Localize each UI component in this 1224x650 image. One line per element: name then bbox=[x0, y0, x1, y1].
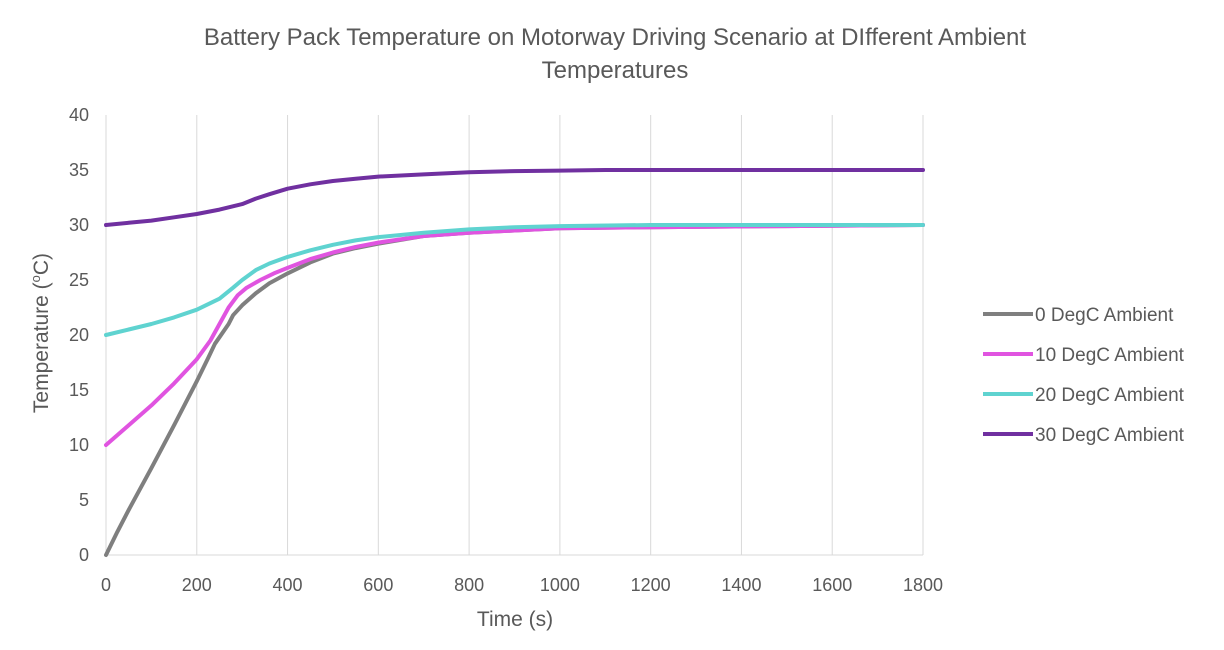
series-lines bbox=[104, 168, 925, 557]
x-tick-label: 400 bbox=[273, 575, 303, 595]
y-axis-title: Temperature (oC) bbox=[28, 253, 53, 413]
x-tick-label: 600 bbox=[363, 575, 393, 595]
gridlines bbox=[196, 115, 924, 555]
y-tick-label: 40 bbox=[69, 105, 89, 125]
legend: 0 DegC Ambient 10 DegC Ambient 20 DegC Amb… bbox=[983, 305, 1185, 446]
legend-label: 20 DegC Ambient bbox=[1035, 385, 1185, 406]
y-tick-label: 25 bbox=[69, 270, 89, 290]
series-line-2 bbox=[104, 223, 925, 447]
x-tick-label: 1400 bbox=[721, 575, 761, 595]
x-tick-label: 1800 bbox=[903, 575, 943, 595]
series-line-3 bbox=[104, 223, 925, 337]
chart-title-line2: Temperatures bbox=[542, 57, 689, 84]
x-tick-label: 800 bbox=[454, 575, 484, 595]
series-line-1 bbox=[104, 223, 925, 557]
y-tick-label: 30 bbox=[69, 215, 89, 235]
x-tick-label: 0 bbox=[101, 575, 111, 595]
tick-labels: 0 200 400 600 800 1000 1200 1400 1600 1800 0 5 10 15 2… bbox=[69, 105, 943, 595]
axes bbox=[105, 115, 923, 556]
chart-title-line1: Battery Pack Temperature on Motorway Dri… bbox=[204, 24, 1026, 51]
x-tick-label: 1000 bbox=[540, 575, 580, 595]
legend-label: 0 DegC Ambient bbox=[1035, 305, 1174, 326]
y-tick-label: 0 bbox=[79, 545, 89, 565]
legend-label: 30 DegC Ambient bbox=[1035, 425, 1185, 446]
x-tick-label: 1200 bbox=[631, 575, 671, 595]
x-axis-title: Time (s) bbox=[477, 608, 553, 631]
y-tick-label: 15 bbox=[69, 380, 89, 400]
legend-label: 10 DegC Ambient bbox=[1035, 345, 1185, 366]
y-tick-label: 35 bbox=[69, 160, 89, 180]
x-tick-label: 200 bbox=[182, 575, 212, 595]
series-line-4 bbox=[104, 168, 925, 227]
y-tick-label: 20 bbox=[69, 325, 89, 345]
x-tick-label: 1600 bbox=[812, 575, 852, 595]
y-tick-label: 10 bbox=[69, 435, 89, 455]
y-axis-title-degree: o bbox=[28, 275, 43, 282]
y-tick-label: 5 bbox=[79, 490, 89, 510]
y-axis-title-suffix: C) bbox=[30, 253, 53, 275]
y-axis-title-prefix: Temperature ( bbox=[30, 282, 53, 413]
